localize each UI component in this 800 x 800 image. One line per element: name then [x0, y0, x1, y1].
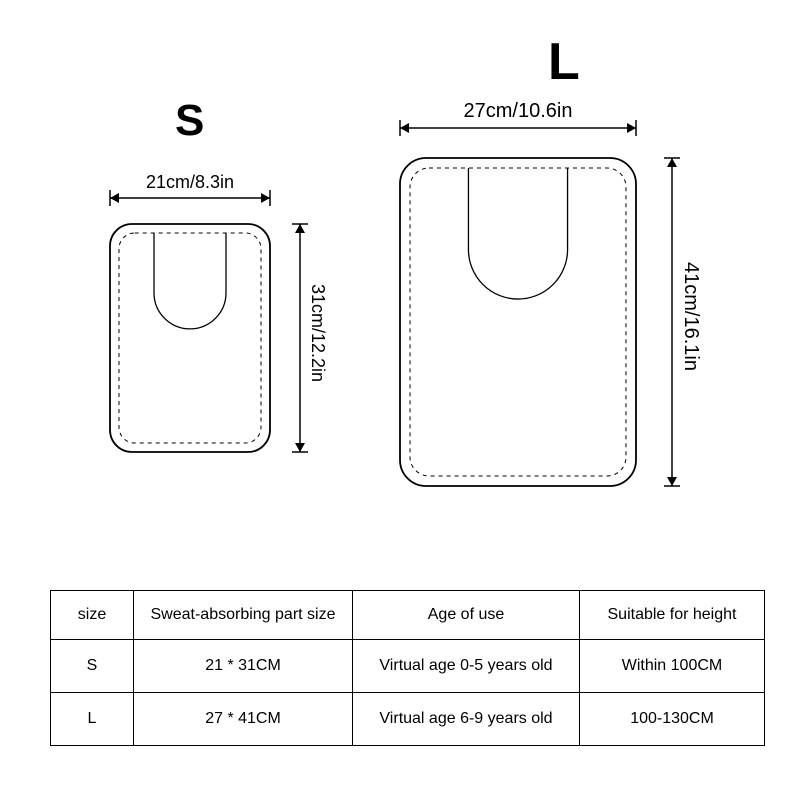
- table-header-cell: Age of use: [353, 591, 580, 640]
- table-cell: 21 * 31CM: [134, 640, 353, 693]
- height-label-s: 31cm/12.2in: [307, 284, 328, 382]
- table-cell: 100-130CM: [580, 693, 765, 746]
- size-letter-s: S: [175, 96, 204, 146]
- table-header-row: sizeSweat-absorbing part sizeAge of useS…: [51, 591, 765, 640]
- table-header-cell: Sweat-absorbing part size: [134, 591, 353, 640]
- table-row: S21 * 31CMVirtual age 0-5 years oldWithi…: [51, 640, 765, 693]
- table-cell: Virtual age 0-5 years old: [353, 640, 580, 693]
- table-cell: 27 * 41CM: [134, 693, 353, 746]
- size-letter-l: L: [548, 32, 580, 92]
- size-table: sizeSweat-absorbing part sizeAge of useS…: [50, 590, 765, 746]
- table-cell: L: [51, 693, 134, 746]
- table-row: L27 * 41CMVirtual age 6-9 years old100-1…: [51, 693, 765, 746]
- width-label-s: 21cm/8.3in: [110, 172, 270, 193]
- width-label-l: 27cm/10.6in: [400, 100, 636, 123]
- table-cell: S: [51, 640, 134, 693]
- height-label-l: 41cm/16.1in: [679, 262, 702, 371]
- table-header-cell: size: [51, 591, 134, 640]
- stage: S L 21cm/8.3in 27cm/10.6in 31cm/12.2in 4…: [0, 0, 800, 800]
- table-header-cell: Suitable for height: [580, 591, 765, 640]
- table-cell: Within 100CM: [580, 640, 765, 693]
- table-cell: Virtual age 6-9 years old: [353, 693, 580, 746]
